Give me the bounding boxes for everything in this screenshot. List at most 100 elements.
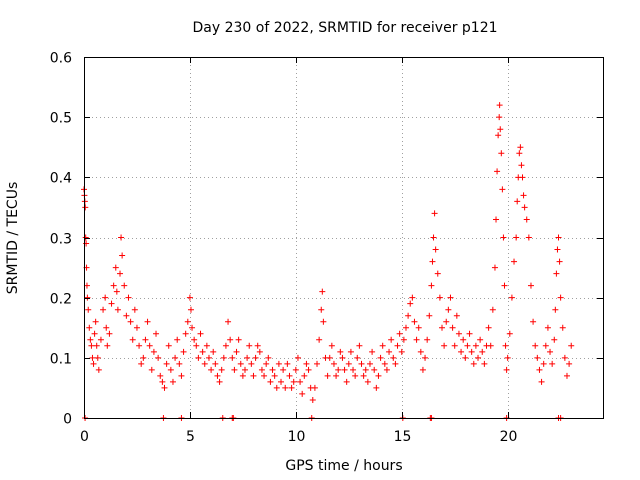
data-point	[552, 306, 559, 313]
data-point	[84, 294, 91, 301]
grid	[84, 57, 603, 418]
data-point	[311, 384, 318, 391]
y-tick-label: 0.5	[50, 111, 72, 127]
data-point	[140, 354, 147, 361]
chart-title: Day 230 of 2022, SRMTID for receiver p12…	[192, 20, 497, 36]
data-point	[110, 282, 117, 289]
data-point	[218, 366, 225, 373]
data-point	[441, 342, 448, 349]
data-point	[273, 384, 280, 391]
data-point	[271, 372, 278, 379]
data-point	[455, 330, 462, 337]
data-point	[396, 330, 403, 337]
y-tick-label: 0.1	[50, 352, 72, 368]
data-point	[518, 162, 525, 169]
data-point	[248, 360, 255, 367]
data-point	[487, 342, 494, 349]
data-point	[88, 342, 95, 349]
data-point	[542, 342, 549, 349]
data-point	[358, 360, 365, 367]
data-point	[417, 348, 424, 355]
data-point	[534, 354, 541, 361]
data-point	[568, 342, 575, 349]
data-point	[87, 336, 94, 343]
data-point	[309, 396, 316, 403]
data-point	[229, 354, 236, 361]
data-point	[118, 234, 125, 241]
data-point	[89, 354, 96, 361]
x-tick-label: 20	[500, 429, 518, 445]
data-point	[557, 294, 564, 301]
data-point	[284, 360, 291, 367]
data-point	[362, 366, 369, 373]
data-point	[496, 114, 503, 121]
data-point	[388, 336, 395, 343]
data-point	[303, 360, 310, 367]
data-point	[432, 246, 439, 253]
data-point	[377, 354, 384, 361]
data-point	[360, 372, 367, 379]
data-point	[93, 342, 100, 349]
data-point	[333, 372, 340, 379]
data-point	[530, 318, 537, 325]
data-point	[176, 360, 183, 367]
data-point	[153, 330, 160, 337]
data-point	[491, 264, 498, 271]
data-point	[347, 348, 354, 355]
data-point	[555, 234, 562, 241]
data-point	[513, 234, 520, 241]
axis-ticks	[84, 57, 603, 419]
data-point	[485, 324, 492, 331]
data-point	[210, 348, 217, 355]
data-point	[195, 354, 202, 361]
data-point	[328, 342, 335, 349]
data-point	[316, 336, 323, 343]
data-point	[356, 342, 363, 349]
data-point	[383, 366, 390, 373]
data-point	[398, 348, 405, 355]
data-point	[466, 330, 473, 337]
data-point	[239, 372, 246, 379]
x-tick-label: 5	[186, 429, 195, 445]
data-point	[282, 384, 289, 391]
data-point	[131, 306, 138, 313]
data-point	[280, 366, 287, 373]
data-point	[481, 360, 488, 367]
data-point	[352, 372, 359, 379]
data-point	[330, 360, 337, 367]
data-point	[489, 306, 496, 313]
x-tick-label: 0	[80, 429, 89, 445]
data-point	[237, 360, 244, 367]
data-point	[252, 354, 259, 361]
data-point	[169, 378, 176, 385]
data-point	[445, 306, 452, 313]
data-point	[136, 342, 143, 349]
data-point	[103, 324, 110, 331]
data-point	[449, 324, 456, 331]
data-point	[547, 348, 554, 355]
data-point	[464, 342, 471, 349]
x-tick-label: 15	[394, 429, 412, 445]
data-point	[305, 366, 312, 373]
data-point	[297, 378, 304, 385]
data-point	[263, 360, 270, 367]
data-point	[551, 336, 558, 343]
data-point	[197, 330, 204, 337]
data-point	[527, 282, 534, 289]
data-point	[405, 312, 412, 319]
data-point	[319, 288, 326, 295]
data-point	[269, 366, 276, 373]
data-point	[514, 198, 521, 205]
data-point	[301, 372, 308, 379]
data-point	[386, 348, 393, 355]
data-point	[431, 210, 438, 217]
data-point	[199, 348, 206, 355]
data-point	[286, 372, 293, 379]
data-point	[133, 324, 140, 331]
y-tick-label: 0.3	[50, 232, 72, 248]
data-point	[159, 378, 166, 385]
data-point	[511, 258, 518, 265]
data-point	[504, 354, 511, 361]
data-point	[392, 360, 399, 367]
data-point	[496, 102, 503, 109]
